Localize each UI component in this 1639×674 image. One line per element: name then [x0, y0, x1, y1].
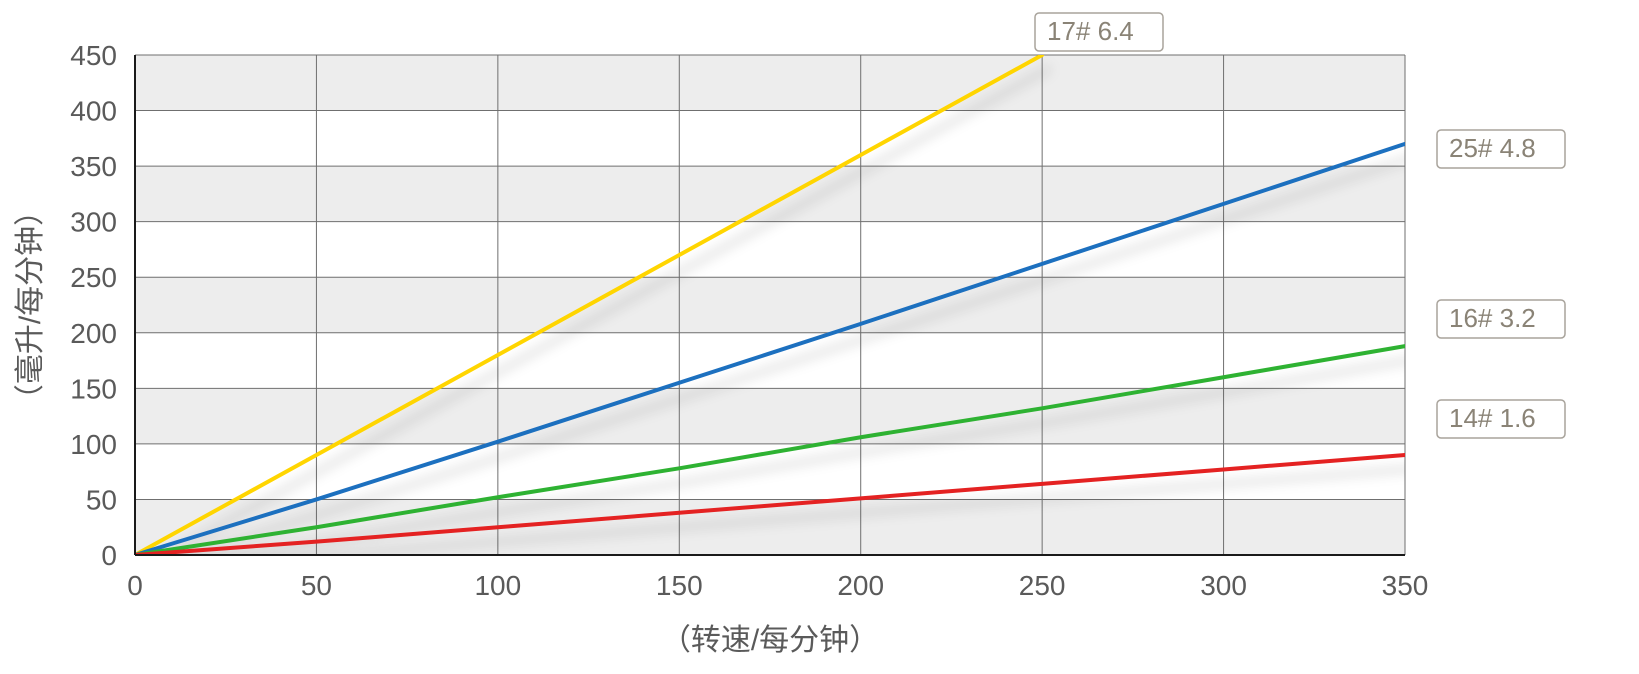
x-tick-label: 200 — [837, 570, 884, 601]
x-tick-label: 100 — [474, 570, 521, 601]
legend-label: 16# 3.2 — [1449, 303, 1536, 333]
legend-label: 14# 1.6 — [1449, 403, 1536, 433]
y-axis-title: （毫升/每分钟） — [14, 196, 47, 414]
y-tick-label: 200 — [70, 318, 117, 349]
y-tick-label: 350 — [70, 151, 117, 182]
legend-label: 17# 6.4 — [1047, 16, 1134, 46]
x-axis-title: （转速/每分钟） — [661, 624, 879, 657]
y-tick-label: 100 — [70, 429, 117, 460]
x-tick-label: 350 — [1382, 570, 1429, 601]
y-tick-label: 400 — [70, 96, 117, 127]
y-tick-label: 300 — [70, 207, 117, 238]
x-tick-label: 250 — [1019, 570, 1066, 601]
legend-label: 25# 4.8 — [1449, 133, 1536, 163]
y-tick-label: 250 — [70, 262, 117, 293]
flowrate-vs-rpm-chart: 0 50 100 150 200 250 300 350 400 450 0 50 100 150 200 2… — [0, 0, 1639, 674]
y-tick-label: 50 — [86, 484, 117, 515]
legend-item: 25# 4.8 — [1437, 130, 1565, 168]
x-tick-label: 150 — [656, 570, 703, 601]
y-tick-label: 150 — [70, 373, 117, 404]
y-tick-label: 450 — [70, 40, 117, 71]
x-tick-label: 0 — [127, 570, 143, 601]
legend-item: 16# 3.2 — [1437, 300, 1565, 338]
x-tick-label: 300 — [1200, 570, 1247, 601]
legend-item: 14# 1.6 — [1437, 400, 1565, 438]
legend-item: 17# 6.4 — [1035, 13, 1163, 51]
x-tick-label: 50 — [301, 570, 332, 601]
chart-svg: 0 50 100 150 200 250 300 350 400 450 0 50 100 150 200 2… — [0, 0, 1639, 674]
y-tick-label: 0 — [101, 540, 117, 571]
